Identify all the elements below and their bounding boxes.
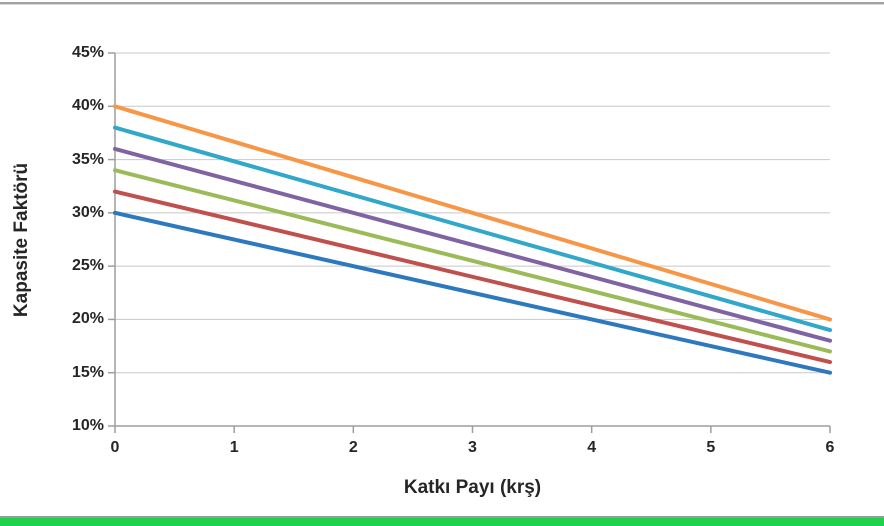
orange-line <box>113 104 832 322</box>
x-tick-label: 6 <box>825 439 835 456</box>
x-tick-label: 4 <box>587 439 597 456</box>
y-tick-label: 10% <box>71 417 104 434</box>
y-axis-title: Kapasite Faktörü <box>11 162 32 318</box>
y-tick-label: 15% <box>71 363 104 381</box>
cyan-line <box>113 125 832 333</box>
x-axis-title: Katkı Payı (krş) <box>403 477 542 498</box>
y-tick-label: 40% <box>71 97 104 115</box>
x-tick-label: 3 <box>468 439 477 456</box>
red-line <box>113 189 832 365</box>
green-accent-bar <box>0 518 884 526</box>
y-tick-label: 25% <box>71 257 104 275</box>
plot-area <box>108 52 832 433</box>
x-tick-label: 2 <box>348 439 358 456</box>
x-tick-label: 5 <box>706 439 716 456</box>
purple-line <box>113 146 832 343</box>
x-tick-label: 1 <box>229 439 239 456</box>
x-tick-label: 0 <box>110 439 120 456</box>
blue-line <box>113 210 832 375</box>
y-tick-label: 20% <box>71 310 104 328</box>
y-tick-label: 35% <box>71 150 104 168</box>
green-line <box>113 168 832 354</box>
top-divider-line <box>0 2 884 4</box>
bottom-divider-line <box>0 516 884 518</box>
top-divider-highlight <box>0 4 884 5</box>
y-tick-label: 45% <box>71 44 104 61</box>
y-tick-label: 30% <box>71 203 104 221</box>
